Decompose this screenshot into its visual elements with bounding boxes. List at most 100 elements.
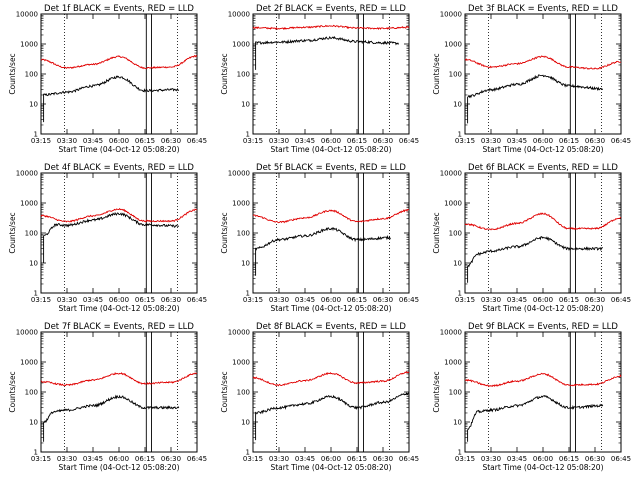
detector-panel: Det 2f BLACK = Events, RED = LLD 1 10 100 10…: [220, 4, 419, 154]
y-tick-label: 1: [34, 449, 38, 457]
x-tick-label: 06:30: [161, 455, 181, 463]
y-tick-label: 100: [449, 230, 462, 238]
x-tick-label: 06:30: [373, 455, 393, 463]
x-tick-label: 06:30: [373, 137, 393, 145]
x-tick-label: 03:30: [269, 296, 289, 304]
x-tick-label: 06:15: [135, 296, 155, 304]
x-axis-label: Start Time (04-Oct-12 05:08:20): [58, 145, 179, 154]
plot-title: Det 4f BLACK = Events, RED = LLD: [44, 163, 194, 173]
x-tick-label: 06:30: [161, 296, 181, 304]
lld-series-line: [40, 55, 198, 70]
x-tick-label: 06:45: [399, 296, 419, 304]
x-tick-label: 06:15: [347, 296, 367, 304]
y-tick-label: 10: [241, 260, 250, 268]
x-tick-label: 06:00: [109, 137, 129, 145]
x-tick-label: 03:30: [269, 137, 289, 145]
y-tick-label: 100: [25, 389, 38, 397]
y-tick-label: 10: [453, 260, 462, 268]
y-tick-label: 100: [237, 71, 250, 79]
x-tick-label: 03:30: [481, 296, 501, 304]
y-tick-label: 10: [453, 419, 462, 427]
x-tick-label: 06:45: [611, 296, 631, 304]
plot-title: Det 7f BLACK = Events, RED = LLD: [44, 322, 194, 332]
lld-series-line: [252, 208, 409, 224]
plot-title: Det 5f BLACK = Events, RED = LLD: [256, 163, 406, 173]
x-tick-label: 03:15: [455, 296, 475, 304]
y-tick-label: 1000: [232, 359, 250, 367]
x-tick-label: 06:15: [559, 296, 579, 304]
y-tick-label: 10000: [228, 329, 250, 337]
x-tick-label: 03:45: [507, 137, 527, 145]
events-series-line: [43, 394, 180, 442]
y-tick-label: 10000: [16, 170, 38, 178]
lld-series-line: [464, 212, 622, 231]
detector-panel: Det 5f BLACK = Events, RED = LLD 1 10 100 10…: [220, 163, 419, 313]
y-tick-label: 100: [449, 71, 462, 79]
y-tick-label: 1: [34, 131, 38, 139]
events-series-line: [255, 392, 410, 441]
x-axis-label: Start Time (04-Oct-12 05:08:20): [270, 463, 391, 472]
x-tick-label: 06:15: [559, 137, 579, 145]
lld-series-line: [40, 207, 198, 223]
x-tick-label: 06:15: [559, 455, 579, 463]
y-axis-label: Counts/sec: [432, 53, 441, 94]
detector-panel: Det 8f BLACK = Events, RED = LLD 1 10 100 10…: [220, 322, 419, 472]
x-tick-label: 06:00: [321, 296, 341, 304]
plot-title: Det 9f BLACK = Events, RED = LLD: [468, 322, 618, 332]
x-tick-label: 06:30: [161, 137, 181, 145]
x-tick-label: 06:45: [187, 296, 207, 304]
y-tick-label: 1000: [20, 200, 38, 208]
y-tick-label: 10: [241, 101, 250, 109]
x-tick-label: 06:00: [321, 455, 341, 463]
x-tick-label: 03:15: [31, 137, 51, 145]
y-axis-label: Counts/sec: [220, 371, 229, 412]
x-tick-label: 06:00: [533, 137, 553, 145]
x-tick-label: 03:30: [481, 137, 501, 145]
y-tick-label: 1000: [20, 359, 38, 367]
x-axis-label: Start Time (04-Oct-12 05:08:20): [58, 463, 179, 472]
y-tick-label: 10: [453, 101, 462, 109]
x-tick-label: 03:45: [83, 455, 103, 463]
y-tick-label: 10: [241, 419, 250, 427]
y-axis-label: Counts/sec: [8, 212, 17, 253]
y-tick-label: 100: [237, 389, 250, 397]
x-tick-label: 06:00: [533, 455, 553, 463]
x-tick-label: 06:45: [611, 137, 631, 145]
detector-panel: Det 1f BLACK = Events, RED = LLD 1 10 100 10…: [8, 4, 207, 154]
y-tick-label: 1: [458, 449, 462, 457]
detector-panel: Det 4f BLACK = Events, RED = LLD 1 10 100 10…: [8, 163, 207, 313]
x-tick-label: 03:45: [83, 137, 103, 145]
x-tick-label: 03:15: [243, 455, 263, 463]
plot-title: Det 2f BLACK = Events, RED = LLD: [256, 4, 406, 14]
y-axis-label: Counts/sec: [220, 53, 229, 94]
y-tick-label: 1: [246, 290, 250, 298]
x-tick-label: 06:45: [187, 455, 207, 463]
lld-series-line: [464, 55, 621, 70]
plot-title: Det 3f BLACK = Events, RED = LLD: [468, 4, 618, 14]
y-tick-label: 100: [25, 230, 38, 238]
events-series-line: [255, 227, 391, 276]
x-axis-label: Start Time (04-Oct-12 05:08:20): [482, 463, 603, 472]
plot-title: Det 8f BLACK = Events, RED = LLD: [256, 322, 406, 332]
y-tick-label: 10000: [16, 329, 38, 337]
y-axis-label: Counts/sec: [432, 371, 441, 412]
x-tick-label: 03:15: [31, 296, 51, 304]
y-tick-label: 10000: [16, 11, 38, 19]
y-tick-label: 100: [449, 389, 462, 397]
y-axis-label: Counts/sec: [432, 212, 441, 253]
x-tick-label: 03:15: [243, 296, 263, 304]
y-tick-label: 1: [458, 131, 462, 139]
y-tick-label: 1000: [444, 41, 462, 49]
x-axis-label: Start Time (04-Oct-12 05:08:20): [270, 304, 391, 313]
y-tick-label: 1000: [444, 359, 462, 367]
events-series-line: [467, 395, 604, 442]
lld-series-line: [252, 24, 410, 30]
x-tick-label: 03:15: [243, 137, 263, 145]
detector-panel: Det 3f BLACK = Events, RED = LLD 1 10 100 10…: [432, 4, 631, 154]
x-tick-label: 03:45: [507, 455, 527, 463]
x-tick-label: 06:15: [135, 455, 155, 463]
detector-panel: Det 9f BLACK = Events, RED = LLD 1 10 100 10…: [432, 322, 631, 472]
y-tick-label: 1000: [232, 41, 250, 49]
x-tick-label: 06:30: [373, 296, 393, 304]
x-axis-label: Start Time (04-Oct-12 05:08:20): [482, 145, 603, 154]
